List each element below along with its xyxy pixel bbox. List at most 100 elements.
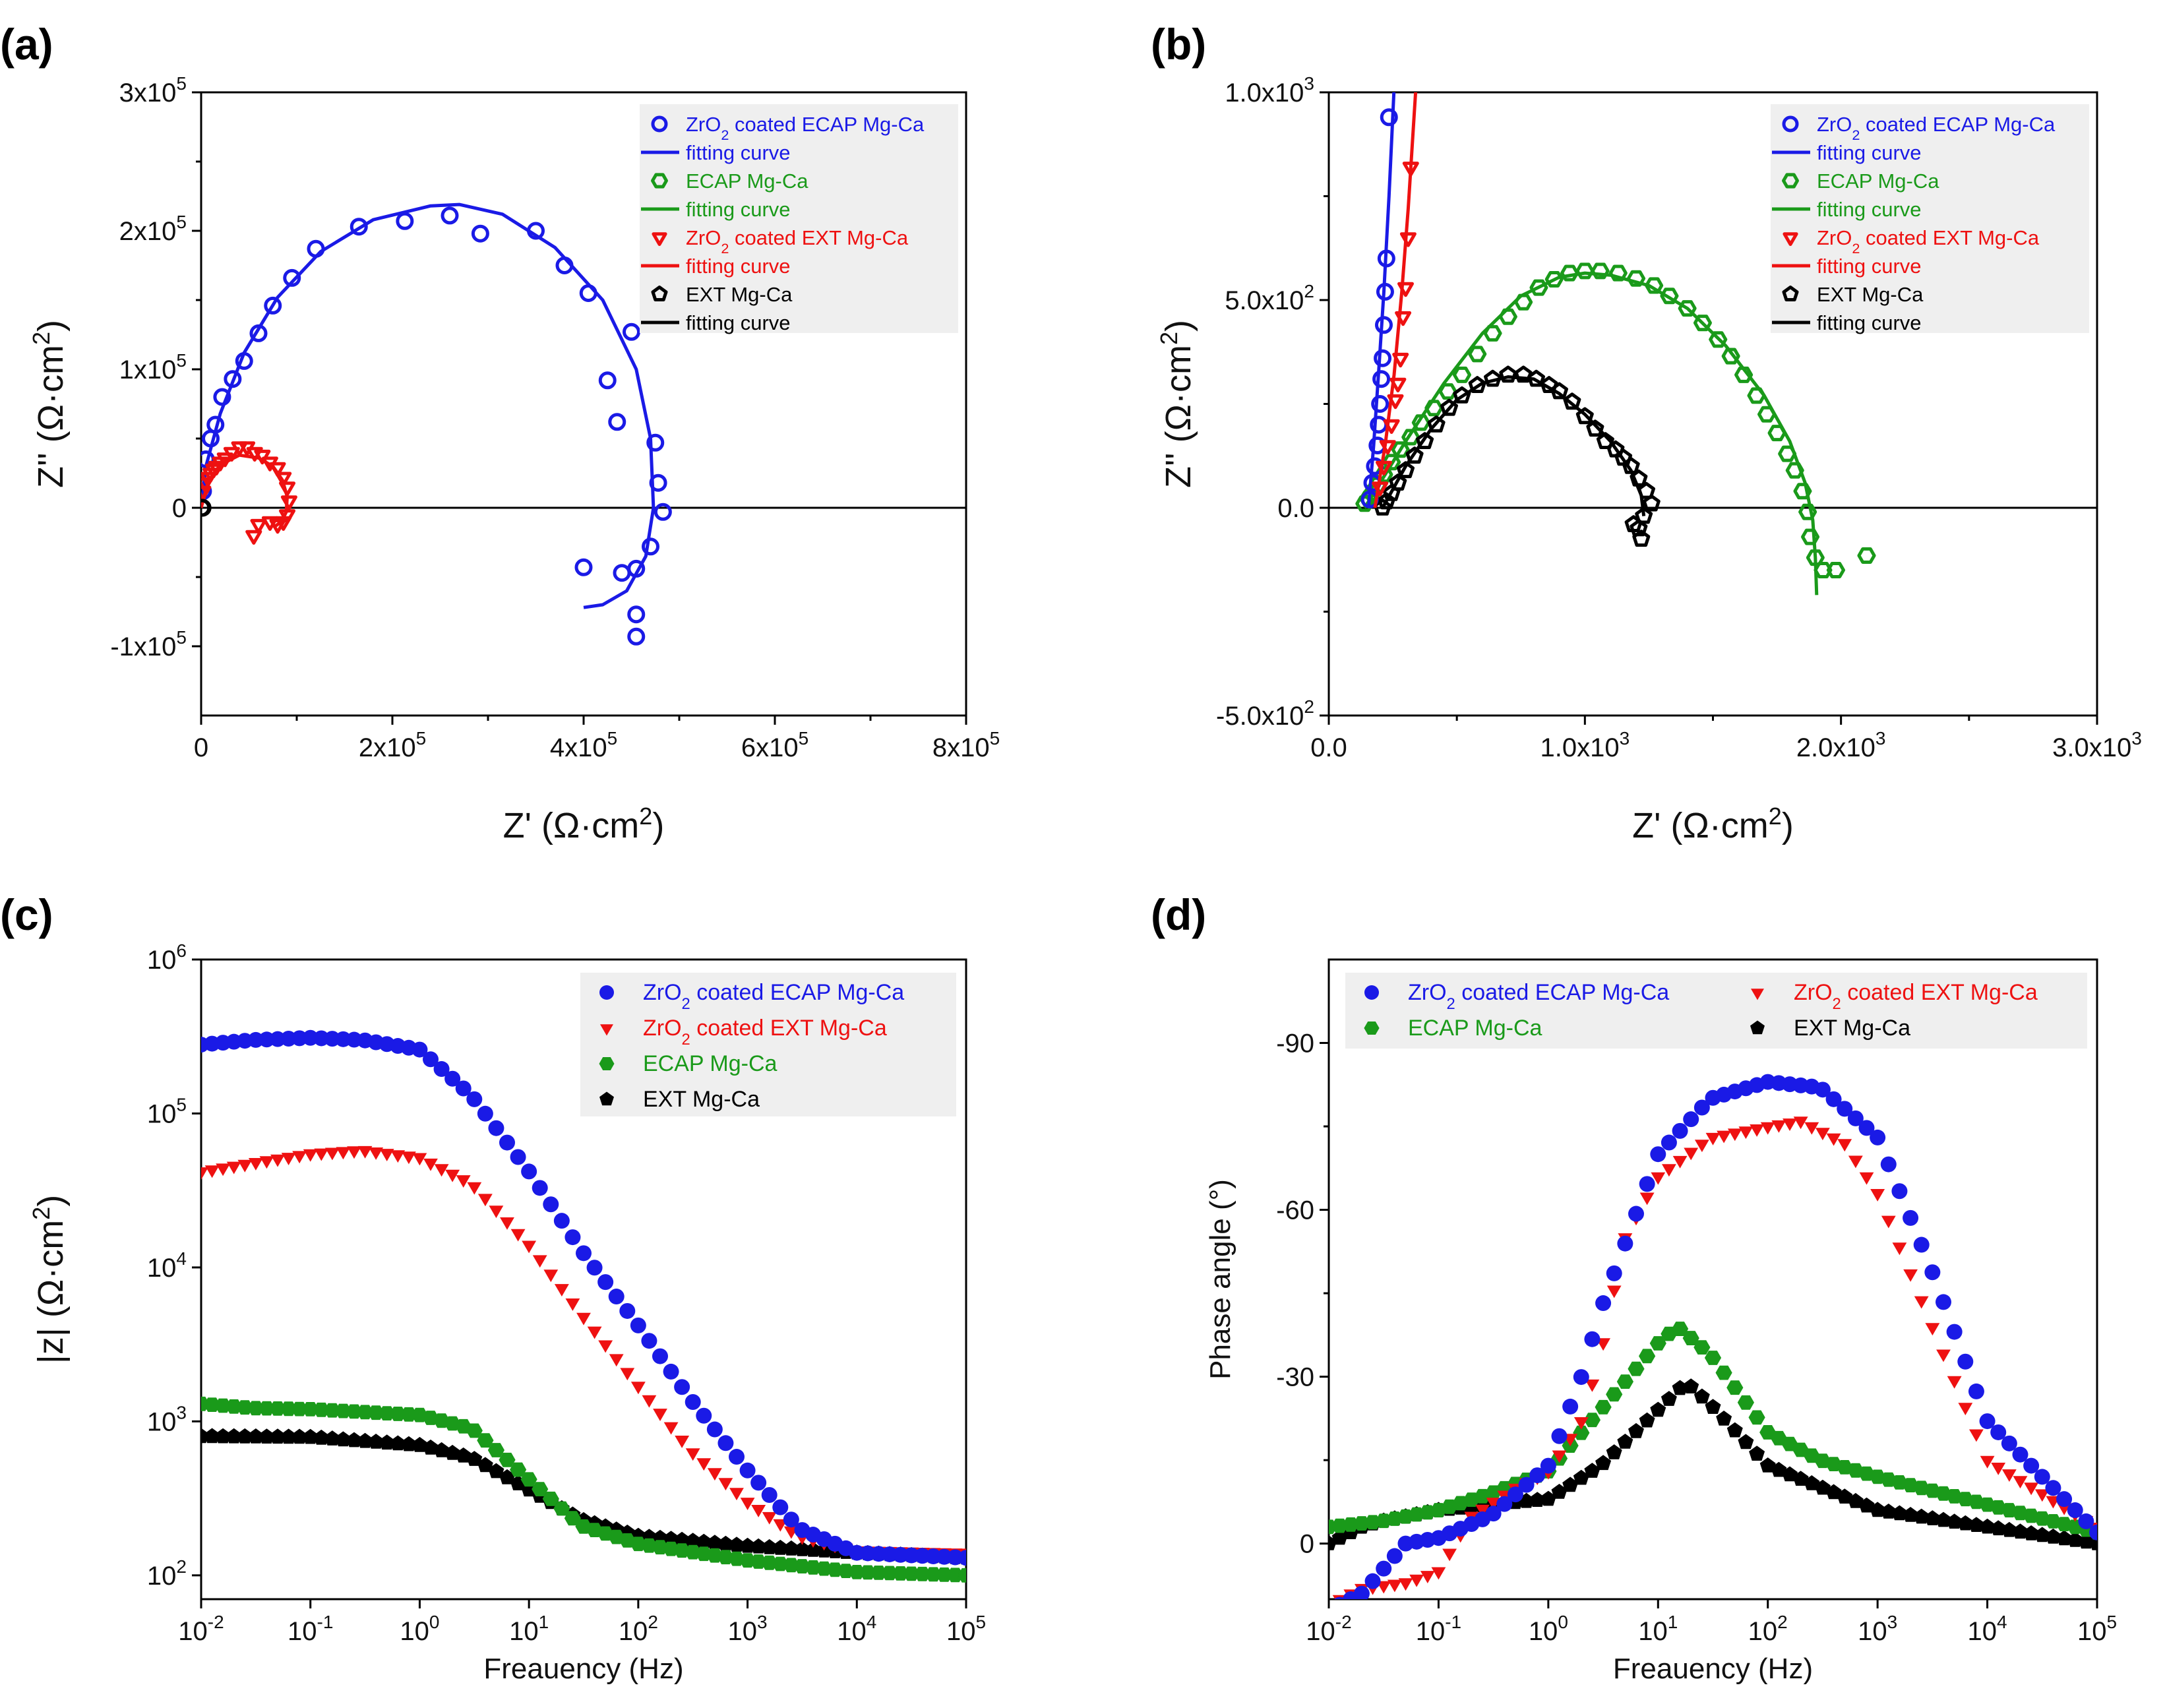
data-point: [499, 1134, 515, 1151]
panel-label-d: (d): [1151, 890, 1206, 939]
data-point: [1586, 419, 1604, 437]
data-point: [324, 1403, 341, 1418]
data-point: [204, 1428, 220, 1444]
data-point: [794, 1541, 810, 1556]
legend-marker: [600, 1024, 613, 1036]
data-point: [291, 1428, 308, 1444]
data-point: [1484, 369, 1502, 387]
data-point: [1783, 1118, 1797, 1131]
legend-background: [1345, 973, 2087, 1049]
legend-entry: ZrO2 coated EXT Mg-Ca: [686, 226, 909, 257]
data-point: [441, 206, 459, 225]
data-point: [1980, 1455, 1995, 1469]
data-point: [335, 1431, 351, 1447]
x-tick-label: 10-1: [1416, 1612, 1461, 1646]
x-tick-label: 2x105: [359, 728, 426, 762]
legend-entry: ZrO2 coated EXT Mg-Ca: [643, 1016, 887, 1049]
data-point: [1386, 1548, 1403, 1564]
data-point: [270, 1428, 286, 1444]
data-point: [1606, 1387, 1623, 1402]
plot-area: [201, 1029, 966, 1583]
data-point: [1514, 365, 1533, 383]
data-point: [1595, 1295, 1612, 1312]
fit-line: [1366, 92, 1396, 508]
data-point: [1979, 1518, 1996, 1534]
data-point: [1969, 1429, 1984, 1442]
data-point: [245, 530, 262, 545]
y-tick-label: 0: [1300, 1530, 1314, 1559]
data-point: [247, 1428, 264, 1444]
data-point: [455, 1080, 472, 1097]
data-point: [1635, 506, 1653, 524]
x-axis-label: Freauency (Hz): [483, 1653, 683, 1685]
data-point: [390, 1435, 406, 1451]
legend-entry: EXT Mg-Ca: [1817, 283, 1924, 306]
data-point: [1575, 262, 1595, 280]
data-point: [223, 446, 240, 462]
data-point: [1399, 232, 1417, 247]
data-point: [314, 1148, 329, 1161]
data-point: [423, 1439, 439, 1455]
data-point: [283, 268, 301, 287]
data-point: [2012, 1446, 2028, 1463]
data-point: [1760, 1122, 1775, 1135]
data-point: [499, 1452, 516, 1467]
data-point: [2034, 1489, 2050, 1502]
series-ext-mg-ca: [201, 499, 212, 517]
y-axis-label: |z| (Ω·cm2): [28, 1195, 71, 1364]
data-point: [1409, 1574, 1424, 1587]
data-point: [1738, 1434, 1754, 1449]
plot-area: [1329, 1074, 2097, 1599]
data-point: [1496, 1496, 1513, 1512]
data-point: [2034, 1469, 2050, 1485]
data-point: [608, 1289, 625, 1305]
data-point: [477, 1433, 494, 1448]
data-point: [379, 1434, 395, 1450]
data-point: [1617, 1235, 1633, 1252]
data-point: [718, 1478, 733, 1491]
data-point: [696, 1458, 712, 1471]
data-point: [1551, 1484, 1568, 1499]
fit-line: [1381, 375, 1646, 516]
legend-entry: ZrO2 coated ECAP Mg-Ca: [1408, 980, 1669, 1013]
data-point: [1925, 1323, 1940, 1336]
data-point: [1661, 1134, 1677, 1151]
fit-line: [1373, 92, 1418, 508]
data-point: [630, 1382, 646, 1395]
data-point: [357, 1405, 374, 1420]
data-point: [1584, 1463, 1601, 1478]
data-point: [237, 1428, 253, 1444]
data-point: [653, 1409, 667, 1421]
data-point: [685, 1394, 701, 1411]
data-point: [201, 499, 212, 517]
data-point: [1389, 473, 1407, 491]
data-point: [2023, 1525, 2040, 1540]
data-point: [2067, 1502, 2083, 1519]
data-point: [2067, 1532, 2083, 1547]
data-point: [1804, 1122, 1819, 1135]
data-point: [369, 1147, 384, 1160]
data-point: [250, 518, 267, 534]
legend-entry: EXT Mg-Ca: [686, 283, 793, 306]
data-point: [521, 1163, 537, 1180]
data-point: [2012, 1523, 2028, 1539]
data-point: [598, 371, 617, 390]
data-point: [303, 1149, 318, 1162]
data-point: [1637, 481, 1655, 499]
legend-background: [580, 973, 956, 1116]
data-point: [1693, 1099, 1710, 1116]
x-tick-label: 100: [1529, 1612, 1568, 1646]
data-point: [444, 1444, 461, 1460]
data-point: [489, 1205, 504, 1219]
y-tick-label: 104: [147, 1248, 187, 1283]
data-point: [1826, 1133, 1841, 1146]
data-point: [1485, 1506, 1502, 1522]
data-point: [654, 503, 672, 521]
data-point: [1859, 1172, 1874, 1185]
data-point: [259, 1428, 275, 1444]
data-point: [1815, 1128, 1830, 1141]
chart-panel-d: 10-2 10-1 100 101 102 103 104 105 0 -30 -60 -90 Frea…: [1204, 958, 2117, 1685]
data-point: [1837, 1101, 1853, 1117]
data-point: [1397, 461, 1415, 479]
data-point: [729, 1449, 745, 1465]
